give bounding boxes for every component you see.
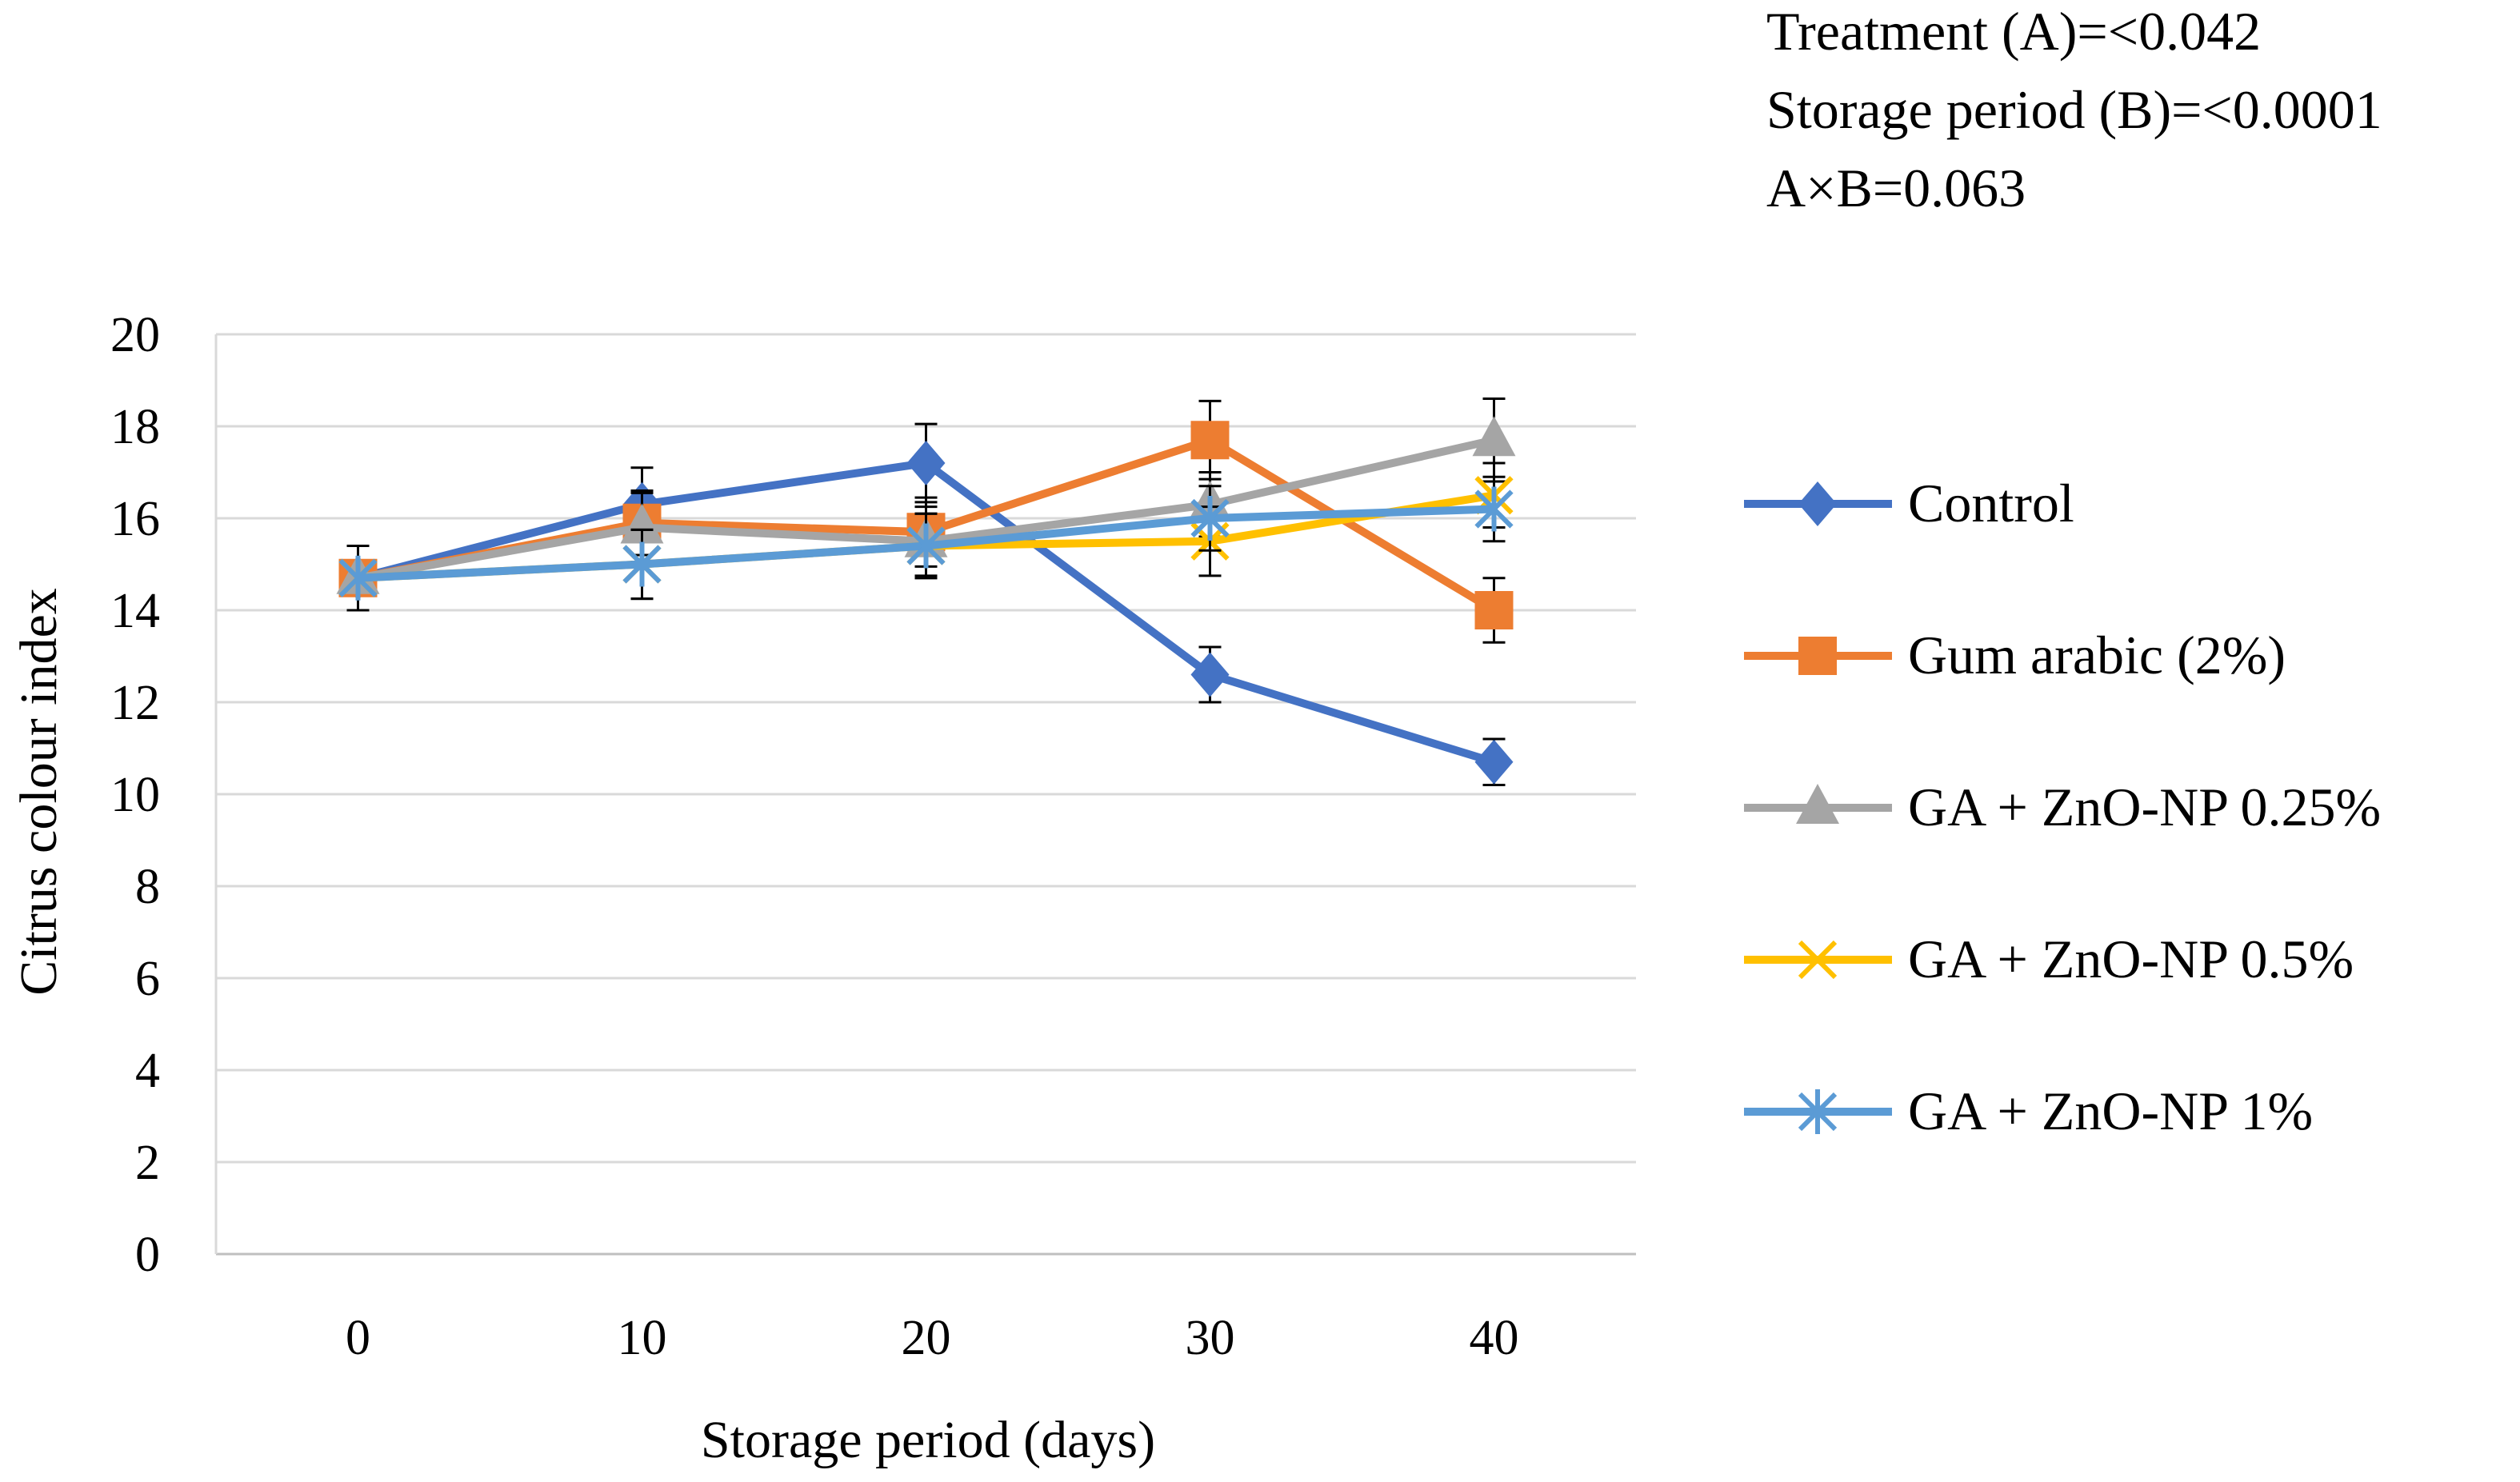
data-point: [1190, 652, 1230, 697]
data-point: [338, 555, 378, 601]
data-point: [906, 523, 946, 569]
legend-item-0: Control: [1744, 473, 2074, 533]
data-point: [1472, 416, 1516, 457]
series-layer: [336, 397, 1516, 786]
y-axis-title: Citrus colour index: [10, 588, 68, 996]
y-tick-label-8: 8: [135, 860, 160, 914]
legend-label: GA + ZnO-NP 0.5%: [1908, 929, 2354, 989]
x-axis-title: Storage period (days): [701, 1411, 1155, 1469]
stat-interaction: A×B=0.063: [1766, 158, 2026, 218]
y-tick-label-10: 10: [110, 768, 160, 822]
x-tick-label-20: 20: [902, 1311, 951, 1365]
x-tick-label-40: 40: [1470, 1311, 1519, 1365]
data-point: [1190, 496, 1230, 541]
stat-storage-period: Storage period (B)=<0.0001: [1766, 79, 2382, 140]
legend-label: GA + ZnO-NP 1%: [1908, 1081, 2313, 1141]
data-point: [1190, 421, 1230, 460]
legend-item-1: Gum arabic (2%): [1744, 625, 2286, 685]
y-tick-label-14: 14: [110, 584, 160, 638]
legend-swatch-marker: [1798, 481, 1837, 526]
x-tick-label-30: 30: [1186, 1311, 1235, 1365]
y-tick-label-18: 18: [110, 400, 160, 454]
y-tick-label-2: 2: [135, 1136, 160, 1190]
legend-swatch-marker: [1798, 637, 1837, 675]
y-axis-ticks: 0 2 4 6 8 10 12 14 16 18 20: [110, 308, 160, 1282]
statistics-annotation: Treatment (A)=<0.042 Storage period (B)=…: [1766, 1, 2382, 218]
legend-item-4: GA + ZnO-NP 1%: [1744, 1081, 2313, 1141]
x-axis-ticks: 0 10 20 30 40: [346, 1311, 1519, 1365]
data-point: [620, 503, 664, 544]
stat-treatment: Treatment (A)=<0.042: [1766, 1, 2261, 62]
data-point: [1474, 486, 1514, 532]
y-tick-label-16: 16: [110, 492, 160, 546]
series-4: [338, 475, 1514, 612]
y-tick-label-12: 12: [110, 676, 160, 730]
y-tick-label-4: 4: [135, 1044, 160, 1098]
data-point: [622, 541, 662, 587]
legend-item-2: GA + ZnO-NP 0.25%: [1744, 777, 2381, 837]
legend-item-3: GA + ZnO-NP 0.5%: [1744, 929, 2354, 989]
legend-swatch-marker: [1796, 784, 1839, 824]
data-point: [1474, 591, 1514, 629]
y-tick-label-20: 20: [110, 308, 160, 362]
x-tick-label-0: 0: [346, 1311, 370, 1365]
y-tick-label-6: 6: [135, 952, 160, 1006]
legend-label: Control: [1908, 473, 2074, 533]
legend-label: Gum arabic (2%): [1908, 625, 2286, 685]
x-tick-label-10: 10: [618, 1311, 667, 1365]
legend-label: GA + ZnO-NP 0.25%: [1908, 777, 2381, 837]
data-point: [906, 441, 946, 485]
y-tick-label-0: 0: [135, 1228, 160, 1282]
legend-swatch-marker: [1798, 940, 1838, 980]
legend: Control Gum arabic (2%) GA + ZnO-NP 0.25% G…: [1744, 473, 2381, 1141]
legend-swatch-marker: [1798, 1089, 1838, 1134]
data-point: [1474, 739, 1514, 785]
